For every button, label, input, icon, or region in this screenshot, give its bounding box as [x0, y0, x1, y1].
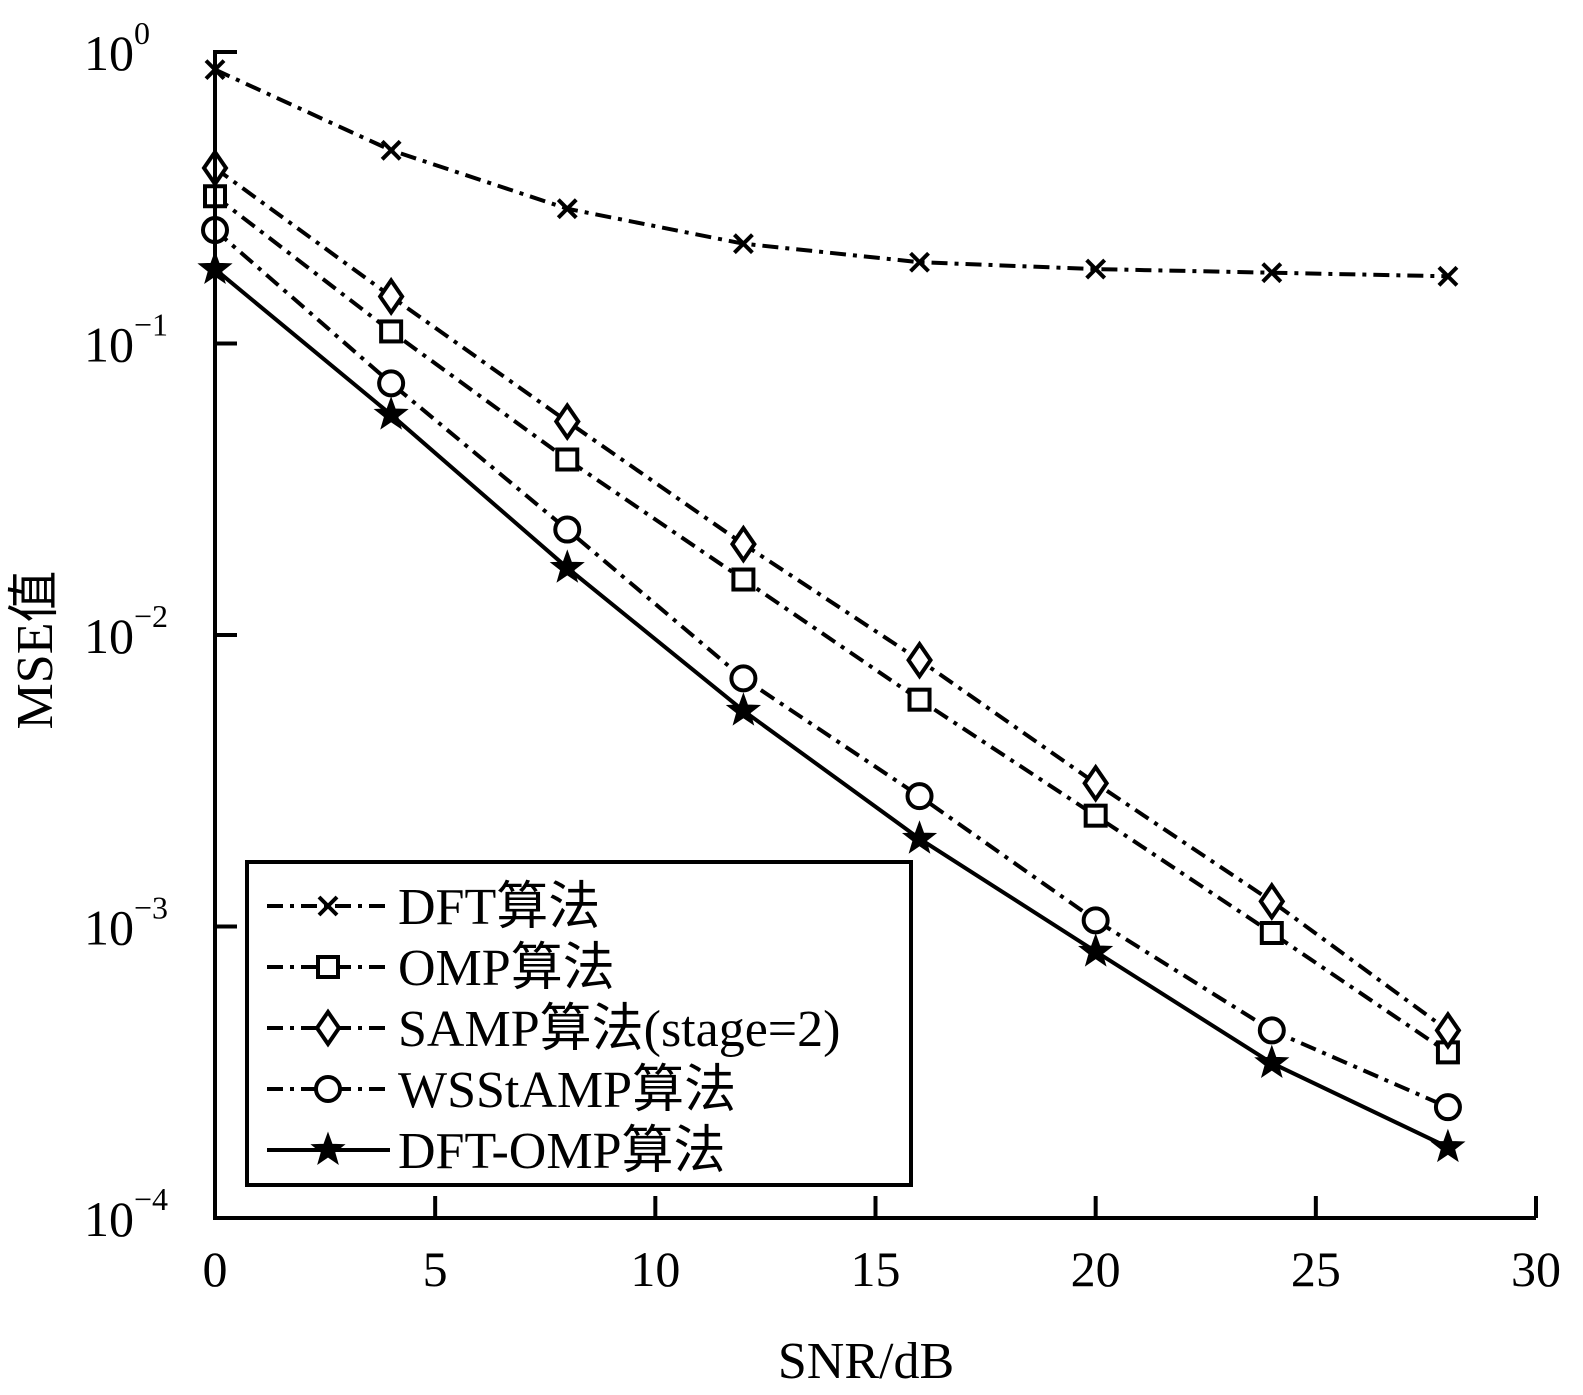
legend-marker: [316, 955, 340, 979]
data-point-marker: [902, 820, 938, 854]
data-point-marker: [1430, 1128, 1466, 1163]
legend: DFT算法OMP算法SAMP算法(stage=2)WSStAMP算法DFT-OM…: [245, 860, 913, 1187]
x-tick-label: 20: [1071, 1241, 1121, 1297]
legend-item: DFT算法: [267, 879, 600, 936]
data-point-marker: [906, 640, 933, 680]
plot-lines: [197, 59, 1466, 1163]
y-tick-label: 10−3: [84, 890, 168, 956]
data-point-marker: [379, 319, 404, 344]
y-tick-label: 10−2: [84, 598, 168, 664]
series-1: [204, 59, 1459, 287]
data-point-marker: [556, 198, 578, 220]
legend-marker: [314, 1075, 342, 1103]
ticks: 0 5 10 15 20 25 30 100 10−1 10−2 10−3 10−4: [84, 15, 1561, 1297]
data-point-marker: [553, 515, 582, 544]
legend-item: SAMP算法(stage=2): [267, 1001, 840, 1058]
data-point-marker: [549, 549, 585, 583]
data-point-marker: [1437, 265, 1459, 287]
series-3: [201, 148, 1462, 1050]
y-tick-label: 100: [84, 15, 150, 81]
series-4: [201, 216, 1462, 1122]
data-point-marker: [1261, 262, 1283, 284]
data-point-marker: [1434, 1010, 1462, 1050]
data-point-marker: [907, 687, 932, 712]
data-point-marker: [1259, 920, 1284, 945]
data-point-marker: [1257, 1016, 1286, 1045]
series-line: [214, 67, 1448, 279]
data-point-marker: [729, 524, 757, 564]
legend-box: [245, 860, 913, 1187]
legend-label: DFT算法: [398, 879, 600, 936]
x-tick-label: 30: [1511, 1241, 1561, 1297]
data-point-marker: [1083, 803, 1108, 828]
data-point-marker: [555, 447, 580, 472]
data-point-marker: [1258, 881, 1286, 921]
data-point-marker: [373, 396, 409, 430]
legend-label: WSStAMP算法: [398, 1062, 736, 1119]
x-tick-label: 15: [851, 1241, 901, 1297]
data-point-marker: [905, 782, 934, 811]
x-tick-label: 5: [423, 1241, 448, 1297]
data-point-marker: [1433, 1093, 1462, 1122]
legend-marker: [314, 1008, 342, 1048]
data-point-marker: [731, 567, 756, 592]
data-point-marker: [553, 401, 581, 442]
y-axis-title: MSE值: [7, 571, 64, 730]
series-line: [213, 267, 1449, 1150]
legend-item: OMP算法: [267, 940, 615, 997]
data-point-marker: [732, 233, 754, 255]
legend-marker: [317, 895, 339, 917]
y-tick-label: 10−1: [84, 307, 168, 373]
legend-marker: [310, 1131, 346, 1165]
x-axis-title: SNR/dB: [778, 1333, 954, 1390]
x-tick-label: 10: [630, 1241, 680, 1297]
legend-label: SAMP算法(stage=2): [398, 1001, 840, 1058]
series-line: [213, 228, 1449, 1110]
data-point-marker: [1082, 763, 1110, 803]
data-point-marker: [729, 664, 758, 693]
data-point-marker: [377, 369, 406, 398]
series-line: [213, 194, 1450, 1055]
data-point-marker: [725, 692, 761, 726]
legend-label: OMP算法: [398, 940, 615, 997]
x-tick-label: 0: [203, 1241, 228, 1297]
data-point-marker: [380, 139, 402, 161]
y-tick-label: 10−4: [84, 1181, 168, 1247]
data-point-marker: [377, 276, 405, 316]
x-tick-label: 25: [1291, 1241, 1341, 1297]
legend-item: WSStAMP算法: [267, 1062, 736, 1119]
series-line: [213, 166, 1450, 1033]
legend-item: DFT-OMP算法: [267, 1123, 726, 1180]
legend-label: DFT-OMP算法: [398, 1123, 726, 1180]
data-point-marker: [909, 251, 930, 273]
data-point-marker: [1085, 258, 1107, 280]
data-point-marker: [1081, 906, 1110, 935]
data-point-marker: [1254, 1044, 1290, 1078]
series-2: [203, 184, 1460, 1065]
data-point-marker: [1078, 933, 1114, 967]
